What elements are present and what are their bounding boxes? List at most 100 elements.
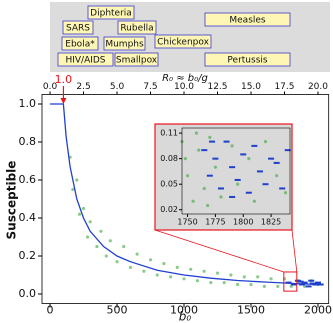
- point: [209, 140, 216, 143]
- point: [298, 283, 305, 286]
- point: [213, 165, 218, 169]
- point: [191, 199, 195, 203]
- x2-tick-label: 15.0: [241, 82, 261, 92]
- point: [99, 229, 103, 233]
- point: [223, 140, 230, 143]
- point: [104, 254, 108, 258]
- point: [308, 279, 315, 282]
- disease-box: [103, 36, 146, 51]
- inset-frame: [181, 127, 291, 215]
- point: [245, 191, 252, 194]
- x2-tick-label: 20.0: [308, 82, 328, 92]
- point: [201, 149, 208, 152]
- point: [128, 265, 133, 269]
- x2-tick-label: 12.5: [207, 82, 227, 92]
- inset-x-tick-label: 1800: [233, 218, 253, 227]
- y-tick-label: 0.0: [19, 287, 37, 300]
- x-tick-label: 1000: [170, 304, 198, 317]
- point: [183, 157, 187, 161]
- point: [71, 187, 75, 192]
- point: [142, 269, 146, 273]
- point: [77, 212, 82, 216]
- point: [162, 262, 166, 266]
- point: [268, 157, 275, 160]
- x2-tick-label: 5.0: [110, 82, 125, 92]
- point: [75, 178, 79, 182]
- point: [212, 157, 219, 160]
- point: [262, 284, 266, 288]
- x-tick-label: 1500: [237, 304, 265, 317]
- point: [269, 277, 273, 281]
- disease-box: [117, 20, 157, 35]
- point: [182, 277, 186, 281]
- point: [235, 282, 240, 287]
- point: [155, 273, 159, 277]
- disease-label: SARS: [66, 24, 90, 34]
- x2-tick-label: 2.5: [76, 82, 90, 92]
- point: [230, 144, 234, 148]
- point: [175, 265, 179, 269]
- point: [219, 195, 223, 199]
- annotation-label: 1.0: [55, 73, 73, 86]
- disease-label: Pertussis: [227, 56, 267, 66]
- point: [217, 187, 224, 190]
- point: [122, 244, 126, 249]
- point: [256, 275, 260, 279]
- point: [135, 252, 139, 256]
- point: [229, 195, 236, 198]
- point: [262, 183, 269, 186]
- disease-box: [204, 52, 291, 67]
- disease-label: HIV/AIDS: [65, 56, 105, 66]
- point: [284, 149, 291, 152]
- point: [290, 283, 297, 286]
- point: [247, 157, 251, 161]
- point: [206, 174, 213, 177]
- point: [88, 220, 92, 224]
- point: [252, 199, 256, 203]
- disease-box: [57, 52, 114, 67]
- point: [148, 258, 153, 262]
- inset-x-tick-label: 1775: [205, 218, 225, 227]
- y-tick-label: 0.8: [19, 135, 37, 148]
- point: [215, 271, 220, 275]
- disease-box: [62, 20, 94, 35]
- point: [202, 186, 206, 191]
- point: [309, 282, 316, 285]
- point: [249, 282, 253, 287]
- disease-box: [114, 52, 159, 67]
- point: [279, 187, 286, 190]
- x-axis-label: b₀: [179, 310, 192, 323]
- top-axis-label: R₀ ≈ b₀/g: [162, 73, 208, 84]
- y-tick-label: 0.6: [19, 173, 37, 186]
- x2-tick-label: 17.5: [274, 82, 294, 92]
- inset-y-tick-label: 0.05: [160, 180, 178, 189]
- y-tick-label: 0.2: [19, 249, 37, 262]
- connector: [291, 229, 298, 273]
- disease-box: [204, 12, 291, 27]
- y-tick-label: 1.0: [19, 97, 37, 110]
- point: [314, 281, 321, 284]
- point: [302, 284, 307, 288]
- x-tick-label: 0: [47, 304, 54, 317]
- y-axis-label: Susceptible: [5, 161, 19, 240]
- point: [273, 161, 280, 164]
- point: [185, 174, 190, 178]
- point: [95, 244, 99, 249]
- y-tick-label: 0.4: [19, 211, 37, 224]
- point: [236, 182, 240, 186]
- x2-tick-label: 0.0: [43, 82, 58, 92]
- point: [108, 239, 112, 243]
- x-tick-label: 2000: [304, 304, 332, 317]
- point: [194, 131, 199, 135]
- inset-x-tick-label: 1750: [177, 218, 197, 227]
- point: [285, 281, 292, 284]
- disease-box: [154, 34, 212, 49]
- plot-frame: [41, 94, 330, 304]
- point: [283, 191, 288, 195]
- point: [275, 174, 279, 178]
- annotation-arrowhead: [60, 98, 67, 104]
- disease-label: Diphteria: [90, 9, 132, 19]
- point: [169, 275, 173, 279]
- point: [297, 280, 304, 283]
